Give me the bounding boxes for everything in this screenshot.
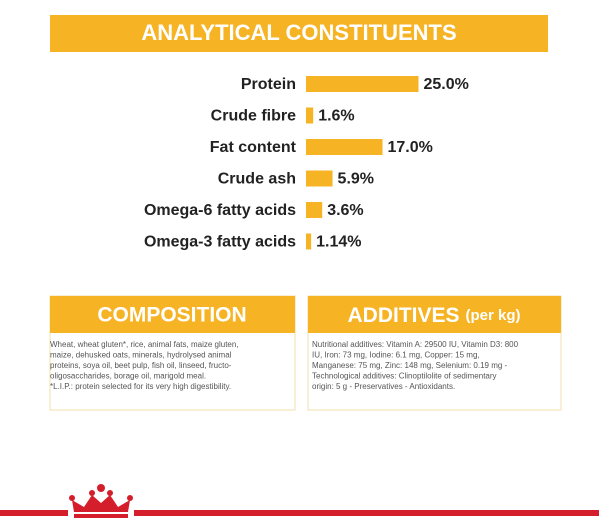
bar xyxy=(306,202,323,218)
additives-title-main: ADDITIVES xyxy=(347,304,459,327)
composition-title: COMPOSITION xyxy=(97,304,246,327)
value-label: 3.6% xyxy=(327,202,363,219)
category-label: Crude fibre xyxy=(211,108,296,125)
value-label: 25.0% xyxy=(424,76,469,93)
title-banner xyxy=(50,15,548,52)
text-line: oligosaccharides, borage oil, marigold m… xyxy=(50,372,206,381)
bar xyxy=(306,170,333,187)
category-label: Omega-6 fatty acids xyxy=(144,202,296,219)
text-line: proteins, soya oil, beet pulp, fish oil,… xyxy=(50,361,232,370)
bar xyxy=(306,107,314,124)
additives-subtitle: (per kg) xyxy=(466,307,521,324)
chart-title: ANALYTICAL CONSTITUENTS xyxy=(141,20,456,45)
value-label: 1.6% xyxy=(318,108,354,125)
composition-text: Wheat, wheat gluten*, rice, animal fats,… xyxy=(50,340,239,391)
category-label: Fat content xyxy=(210,139,297,156)
text-line: Nutritional additives: Vitamin A: 29500 … xyxy=(312,340,519,349)
bar xyxy=(306,76,419,92)
footer-line xyxy=(0,510,599,516)
text-line: *L.I.P.: protein selected for its very h… xyxy=(50,382,231,391)
value-label: 1.14% xyxy=(316,234,361,251)
text-line: IU, Iron: 73 mg, Iodine: 6.1 mg, Copper:… xyxy=(312,351,480,360)
text-line: Technological additives: Clinoptilolite … xyxy=(312,372,497,381)
value-label: 17.0% xyxy=(388,139,433,156)
bar xyxy=(306,139,383,155)
category-label: Omega-3 fatty acids xyxy=(144,234,296,251)
bar xyxy=(306,233,312,250)
value-label: 5.9% xyxy=(338,171,374,188)
category-label: Protein xyxy=(241,76,296,93)
additives-header xyxy=(308,296,561,333)
composition-header xyxy=(50,296,295,333)
additives-text: Nutritional additives: Vitamin A: 29500 … xyxy=(312,340,519,391)
additives-title: ADDITIVES (per kg) xyxy=(347,304,520,327)
text-line: Wheat, wheat gluten*, rice, animal fats,… xyxy=(50,340,239,349)
category-label: Crude ash xyxy=(218,171,296,188)
crown-logo xyxy=(68,484,134,518)
text-line: origin: 5 g - Preservatives - Antioxidan… xyxy=(312,382,455,391)
text-line: maize, dehusked oats, minerals, hydrolys… xyxy=(50,351,232,360)
text-line: Manganese: 75 mg, Zinc: 148 mg, Selenium… xyxy=(312,361,508,370)
